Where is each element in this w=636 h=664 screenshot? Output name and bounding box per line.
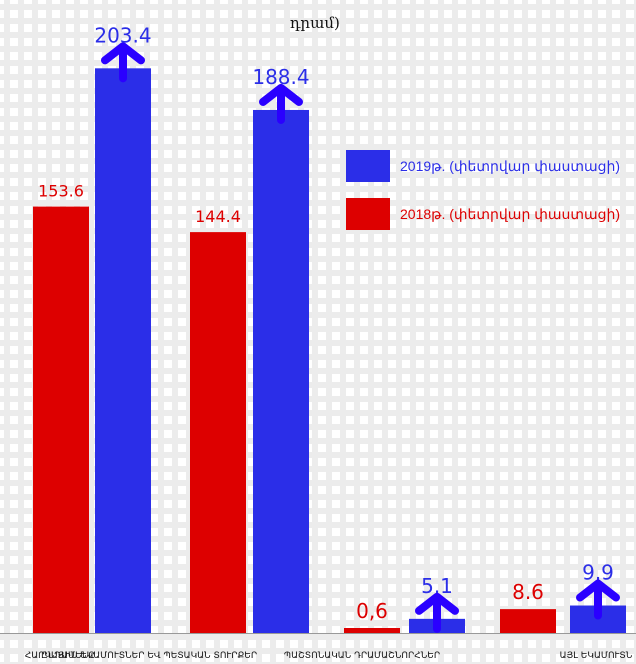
category-label-0: ԸՆԴԱՄԵՆԸ xyxy=(41,651,95,661)
increase-arrow-icon-1 xyxy=(259,83,303,124)
bar-2018-0 xyxy=(33,206,89,633)
top-text: դրամ) xyxy=(290,14,340,32)
data-label-2018-0: 153.6 xyxy=(38,182,84,201)
data-label-2019-3: 9.9 xyxy=(582,561,614,585)
legend-label-2018: 2018թ. (փետրվար փաստացի) xyxy=(400,205,621,222)
category-label-3: ԱՅԼ ԵԿԱՄՈՒՏՆ xyxy=(560,651,633,661)
legend-swatch-2018 xyxy=(346,198,390,230)
increase-arrow-icon-2 xyxy=(415,592,459,633)
data-label-2019-1: 188.4 xyxy=(252,65,309,89)
data-label-2018-2: 0,6 xyxy=(356,599,388,623)
increase-arrow-icon-3 xyxy=(576,579,620,620)
data-label-2019-2: 5.1 xyxy=(421,574,453,598)
legend-label-2019: 2019թ. (փետրվար փաստացի) xyxy=(400,157,621,174)
legend-item-2019: 2019թ. (փետրվար փաստացի) xyxy=(346,150,620,182)
increase-arrow-icon-0 xyxy=(101,42,145,83)
bar-2019-0 xyxy=(95,68,151,633)
legend-item-2018: 2018թ. (փետրվար փաստացի) xyxy=(346,198,620,230)
bar-2018-1 xyxy=(190,232,246,633)
data-label-2018-1: 144.4 xyxy=(195,207,241,226)
bar-2018-3 xyxy=(500,609,556,633)
bar-2019-1 xyxy=(253,109,309,634)
data-label-2019-0: 203.4 xyxy=(94,23,151,47)
data-label-2018-3: 8.6 xyxy=(512,580,544,604)
category-label-1: ՀԱՐԿԱՅԻՆ ԵԿԱՄՈՒՏՆԵՐ ԵՎ ՊԵՏԱԿԱՆ ՏՈՒՐՔԵՐ xyxy=(25,651,257,661)
bar-2018-2 xyxy=(344,628,400,633)
category-label-2: ՊԱՇՏՈՆԱԿԱՆ ԴՐԱՄԱՇՆՈՐՀՆԵՐ xyxy=(284,651,440,661)
legend-swatch-2019 xyxy=(346,150,390,182)
